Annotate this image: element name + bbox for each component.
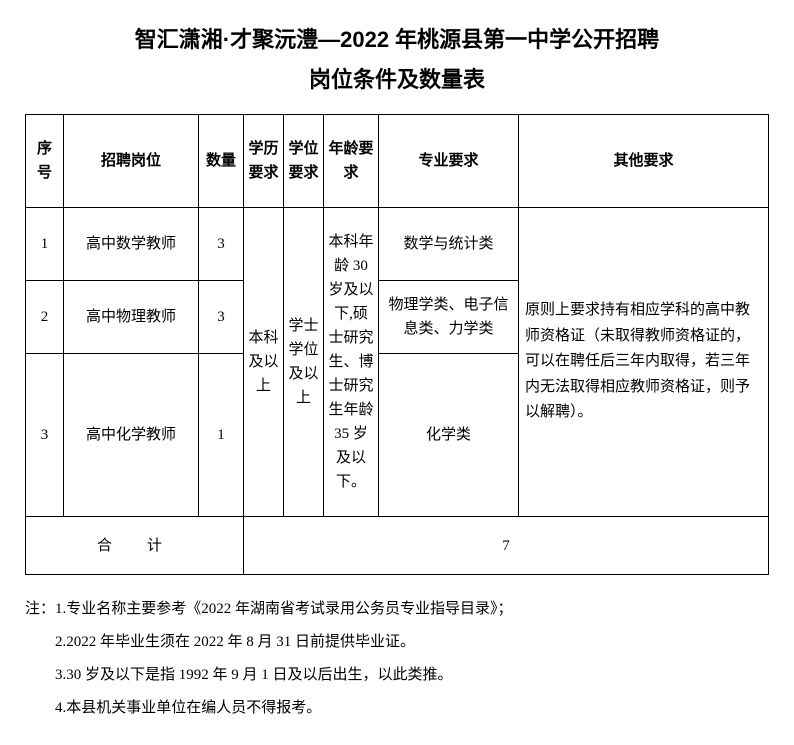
cell-position: 高中化学教师 [64, 354, 199, 517]
header-qty: 数量 [199, 115, 244, 208]
cell-edu: 本科及以上 [244, 208, 284, 517]
cell-qty: 3 [199, 281, 244, 354]
cell-age: 本科年龄 30 岁及以下,硕士研究生、博士研究生年龄 35 岁及以下。 [324, 208, 379, 517]
cell-seq: 3 [26, 354, 64, 517]
cell-degree: 学士学位及以上 [284, 208, 324, 517]
note-line: 3.30 岁及以下是指 1992 年 9 月 1 日及以后出生，以此类推。 [25, 659, 769, 692]
table-header-row: 序号 招聘岗位 数量 学历要求 学位要求 年龄要求 专业要求 其他要求 [26, 115, 769, 208]
cell-seq: 1 [26, 208, 64, 281]
table-row: 1 高中数学教师 3 本科及以上 学士学位及以上 本科年龄 30 岁及以下,硕士… [26, 208, 769, 281]
cell-other: 原则上要求持有相应学科的高中教师资格证（未取得教师资格证的，可以在聘任后三年内取… [519, 208, 769, 517]
cell-qty: 3 [199, 208, 244, 281]
header-position: 招聘岗位 [64, 115, 199, 208]
cell-position: 高中物理教师 [64, 281, 199, 354]
title-line-2: 岗位条件及数量表 [309, 67, 485, 92]
cell-major: 物理学类、电子信息类、力学类 [379, 281, 519, 354]
note-line: 2.2022 年毕业生须在 2022 年 8 月 31 日前提供毕业证。 [25, 626, 769, 659]
header-major: 专业要求 [379, 115, 519, 208]
recruitment-table: 序号 招聘岗位 数量 学历要求 学位要求 年龄要求 专业要求 其他要求 1 高中… [25, 114, 769, 575]
total-label: 合 计 [26, 517, 244, 575]
notes-section: 注：1.专业名称主要参考《2022 年湖南省考试录用公务员专业指导目录》； 2.… [25, 593, 769, 725]
header-degree: 学位要求 [284, 115, 324, 208]
table-total-row: 合 计 7 [26, 517, 769, 575]
header-seq: 序号 [26, 115, 64, 208]
cell-position: 高中数学教师 [64, 208, 199, 281]
note-line: 4.本县机关事业单位在编人员不得报考。 [25, 692, 769, 725]
note-line: 注：1.专业名称主要参考《2022 年湖南省考试录用公务员专业指导目录》； [25, 593, 769, 626]
document-title: 智汇潇湘·才聚沅澧—2022 年桃源县第一中学公开招聘 岗位条件及数量表 [25, 20, 769, 99]
total-value: 7 [244, 517, 769, 575]
cell-major: 化学类 [379, 354, 519, 517]
header-edu: 学历要求 [244, 115, 284, 208]
cell-qty: 1 [199, 354, 244, 517]
cell-major: 数学与统计类 [379, 208, 519, 281]
cell-seq: 2 [26, 281, 64, 354]
header-age: 年龄要求 [324, 115, 379, 208]
title-line-1: 智汇潇湘·才聚沅澧—2022 年桃源县第一中学公开招聘 [135, 27, 659, 52]
header-other: 其他要求 [519, 115, 769, 208]
